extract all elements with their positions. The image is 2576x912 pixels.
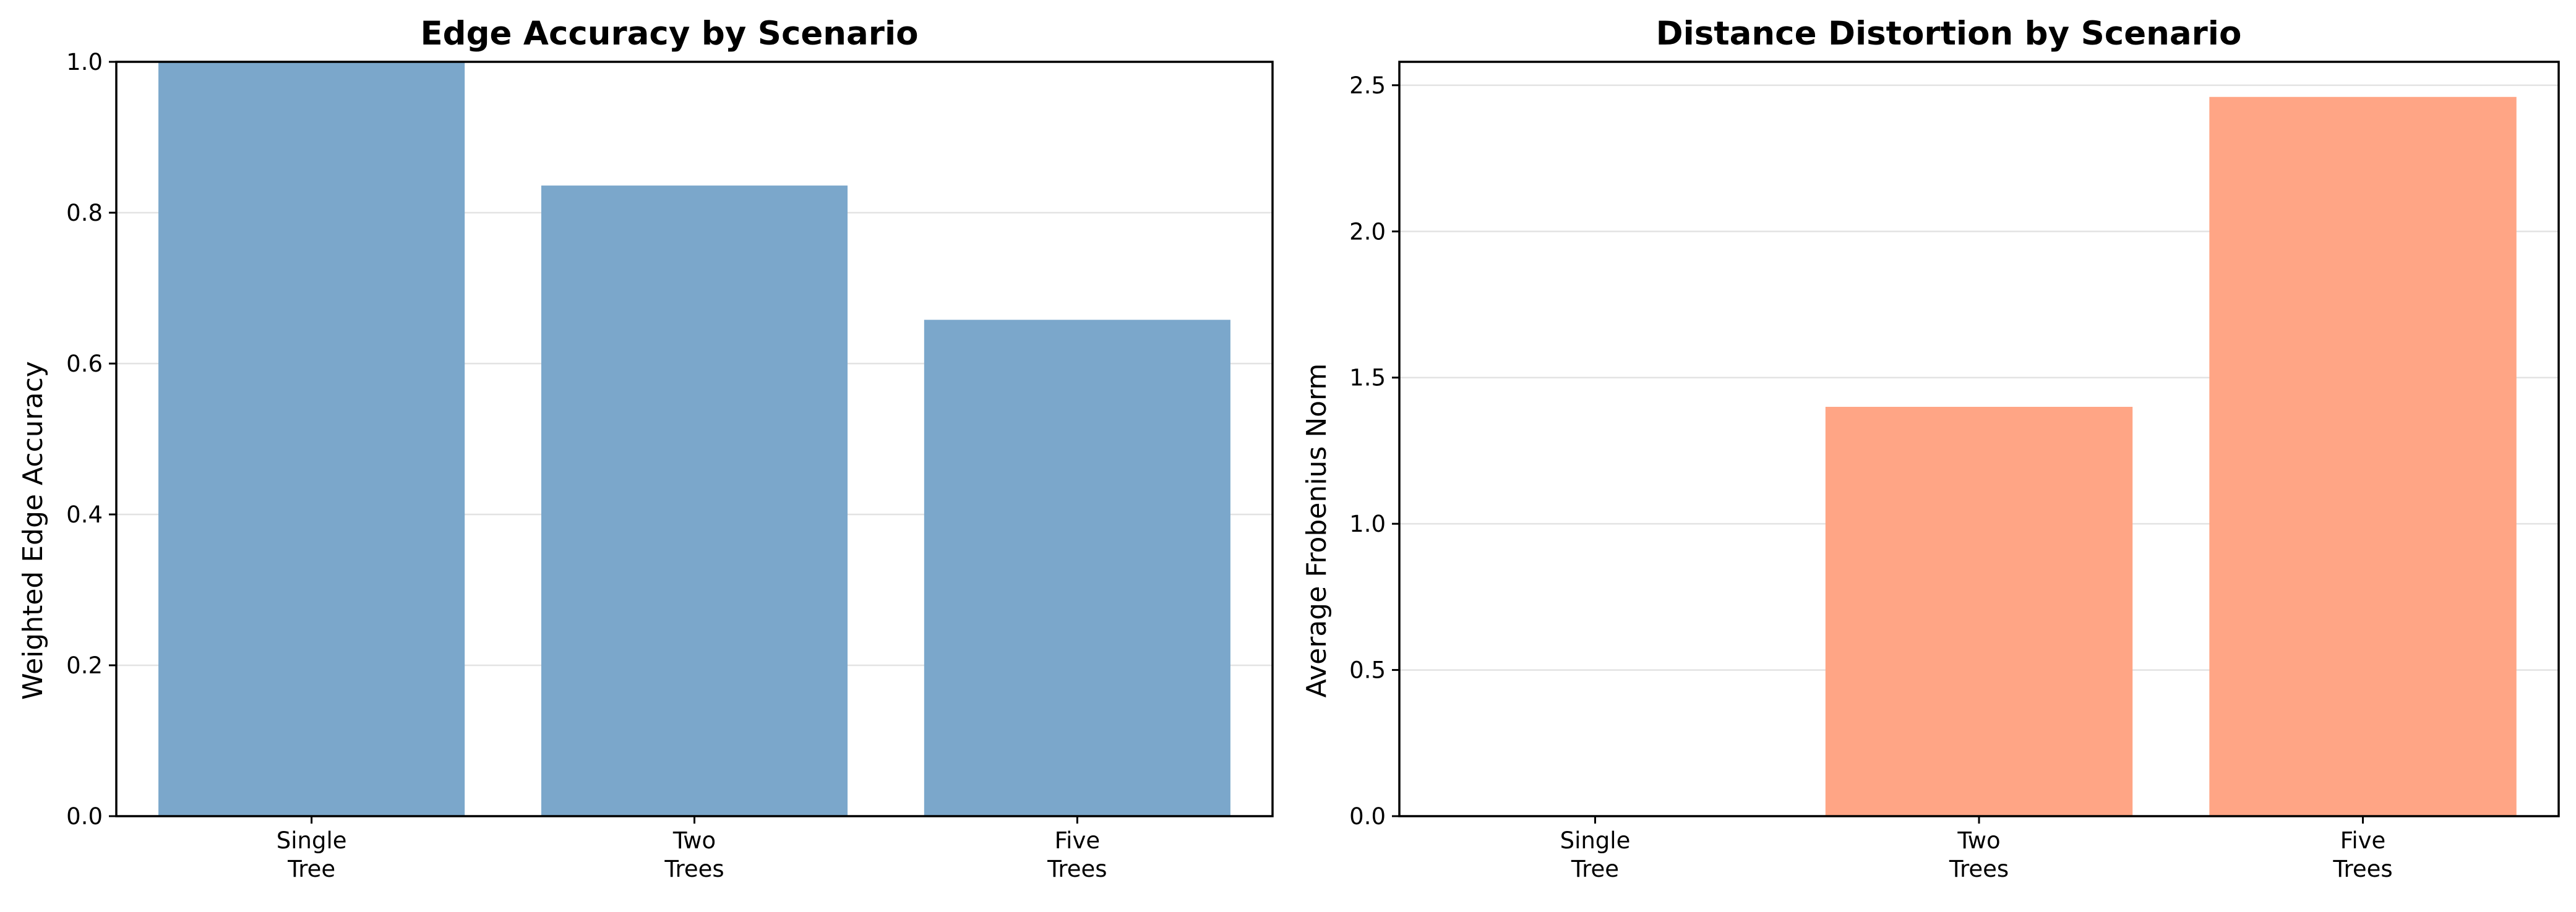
y-tick-label: 0.6 [66,351,103,377]
bar [2209,96,2517,817]
x-tick-label: Five [1055,827,1101,854]
bar [1825,406,2133,816]
edge-accuracy-chart: Edge Accuracy by Scenario Weighted Edge … [17,15,1274,882]
y-tick-label: 0.8 [66,200,103,226]
y-tick-label: 2.0 [1349,218,1386,245]
y-tick-label: 2.5 [1349,72,1386,99]
y-tick-label: 0.2 [66,652,103,679]
y-tick-label: 1.5 [1349,365,1386,391]
bar [924,320,1230,816]
y-tick-label: 0.5 [1349,657,1386,684]
y-axis-label: Average Frobenius Norm [1301,364,1333,698]
x-tick-label: Tree [287,856,335,882]
x-tick-label: Two [1957,827,2000,854]
x-tick-label: Single [1560,827,1631,854]
y-tick-label: 1.0 [1349,511,1386,537]
y-tick-label: 0.0 [1349,803,1386,830]
y-tick-label: 1.0 [66,49,103,75]
y-tick-label: 0.4 [66,501,103,528]
x-tick-label: Single [277,827,347,854]
x-tick-label: Trees [1047,856,1107,882]
x-tick-label: Trees [1949,856,2009,882]
chart-title: Edge Accuracy by Scenario [420,15,918,53]
x-tick-label: Trees [664,856,724,882]
plot-frame [1398,61,2560,817]
plot-frame [115,61,1274,817]
x-tick-label: Trees [2332,856,2392,882]
x-tick-label: Tree [1571,856,1619,882]
x-tick-label: Two [672,827,716,854]
y-axis-label: Weighted Edge Accuracy [17,361,49,700]
distance-distortion-chart: Distance Distortion by Scenario Average … [1301,15,2560,882]
y-tick-label: 0.0 [66,803,103,830]
bar [541,185,848,817]
chart-title: Distance Distortion by Scenario [1656,15,2242,53]
bar [158,62,465,816]
x-tick-label: Five [2340,827,2386,854]
